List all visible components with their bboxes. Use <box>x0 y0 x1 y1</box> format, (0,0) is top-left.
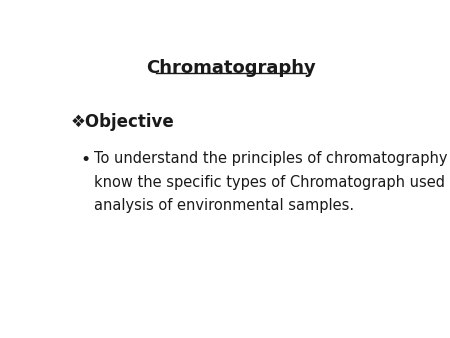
Text: Chromatography: Chromatography <box>146 59 315 77</box>
Text: ❖Objective: ❖Objective <box>70 114 174 131</box>
Text: •: • <box>81 151 91 169</box>
Text: know the specific types of Chromatograph used in the: know the specific types of Chromatograph… <box>94 175 450 190</box>
Text: analysis of environmental samples.: analysis of environmental samples. <box>94 198 354 213</box>
Text: To understand the principles of chromatography and: To understand the principles of chromato… <box>94 151 450 166</box>
